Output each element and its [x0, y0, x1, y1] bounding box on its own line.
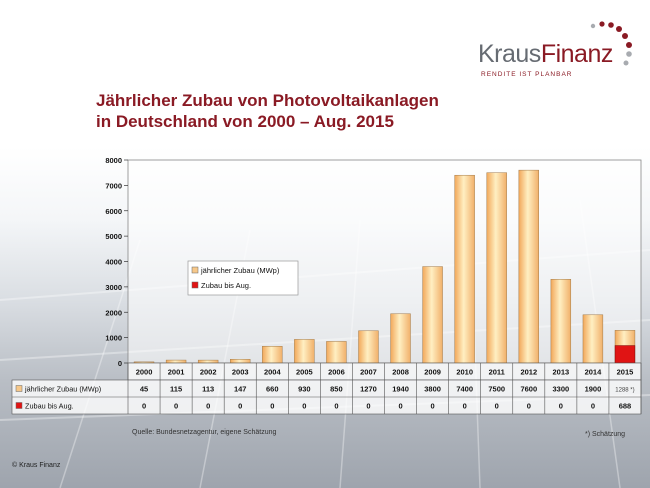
table-cell: 1900 — [585, 385, 602, 394]
bar-2011 — [486, 172, 507, 364]
table-swatch — [15, 385, 23, 392]
legend-label-main: jährlicher Zubau (MWp) — [200, 266, 280, 275]
table-cell: 0 — [398, 402, 402, 411]
bar-2007 — [358, 330, 379, 364]
table-cell: 0 — [302, 402, 306, 411]
table-cell: 1288 *) — [615, 388, 634, 394]
y-tick-label: 4000 — [105, 258, 122, 267]
table-cell: 0 — [591, 402, 595, 411]
x-tick-label: 2008 — [392, 368, 409, 377]
y-tick-label: 0 — [118, 359, 122, 368]
table-cell: 0 — [174, 402, 178, 411]
table-cell: 0 — [270, 402, 274, 411]
bar-2014 — [582, 314, 604, 364]
table-cell: 688 — [619, 402, 632, 411]
bar-2012 — [518, 169, 539, 364]
y-tick-label: 7000 — [105, 181, 122, 190]
x-tick-label: 2011 — [489, 368, 505, 377]
bar-2005 — [294, 339, 315, 364]
data-table: 2000 2001 2002 2003 2004 2005 2006 2007 2008 2009… — [11, 362, 642, 415]
legend-box — [187, 260, 299, 296]
legend-swatch-aug — [191, 281, 199, 289]
bar-2013 — [550, 279, 572, 364]
x-tick-label: 2003 — [232, 368, 249, 377]
legend-label-aug: Zubau bis Aug. — [201, 281, 251, 290]
footnote: *) Schätzung — [585, 431, 626, 438]
table-cell: 1270 — [360, 385, 377, 394]
chart-title-line1: Jährlicher Zubau von Photovoltaikanlagen — [96, 91, 439, 110]
table-cell: 0 — [206, 402, 210, 411]
table-cell: 0 — [431, 402, 435, 411]
table-cell: 0 — [495, 402, 499, 411]
chart-title: Jährlicher Zubau von Photovoltaikanlagen… — [96, 90, 439, 132]
bar-2001 — [165, 359, 187, 364]
x-tick-label: 2015 — [617, 368, 634, 377]
table-cell: 0 — [142, 402, 146, 411]
table-cell: 45 — [140, 385, 148, 394]
table-cell: 0 — [366, 402, 370, 411]
table-cell: 0 — [527, 402, 531, 411]
table-cell: 7500 — [488, 385, 505, 394]
y-tick-label: 2000 — [105, 308, 122, 317]
table-cell: 3800 — [424, 385, 441, 394]
y-axis: 0 1000 2000 3000 4000 5000 6000 7000 8000 — [105, 156, 128, 368]
table-cell: 1940 — [392, 385, 409, 394]
x-tick-label: 2001 — [168, 368, 185, 377]
y-tick-label: 3000 — [105, 283, 122, 292]
chart-title-line2: in Deutschland von 2000 – Aug. 2015 — [96, 112, 394, 131]
table-cell: 113 — [202, 385, 214, 394]
logo-tagline: RENDITE IST PLANBAR — [481, 71, 573, 78]
y-tick-label: 6000 — [105, 207, 122, 216]
logo-wordmark: KrausFinanz — [478, 40, 613, 68]
bars — [133, 169, 636, 364]
x-tick-label: 2005 — [296, 368, 313, 377]
bar-2004 — [262, 346, 283, 364]
table-cell: 660 — [266, 385, 279, 394]
x-tick-label: 2013 — [553, 368, 570, 377]
table-cell: 7600 — [520, 385, 537, 394]
bar-2006 — [326, 341, 347, 364]
table-cell: 7400 — [456, 385, 473, 394]
x-tick-label: 2010 — [456, 368, 473, 377]
table-row-label: jährlicher Zubau (MWp) — [24, 385, 101, 394]
bar-2003 — [230, 359, 251, 364]
x-tick-label: 2009 — [424, 368, 441, 377]
x-tick-label: 2007 — [360, 368, 377, 377]
table-row-label: Zubau bis Aug. — [25, 402, 74, 411]
copyright: © Kraus Finanz — [12, 462, 61, 469]
x-tick-label: 2014 — [585, 368, 603, 377]
legend: jährlicher Zubau (MWp) Zubau bis Aug. — [187, 260, 299, 296]
y-tick-label: 1000 — [105, 334, 122, 343]
x-tick-label: 2002 — [200, 368, 217, 377]
x-tick-label: 2004 — [264, 368, 282, 377]
y-tick-label: 5000 — [105, 232, 122, 241]
table-cell: 850 — [330, 385, 343, 394]
bar-2002 — [197, 359, 219, 364]
table-cell: 0 — [559, 402, 563, 411]
table-cell: 3300 — [553, 385, 570, 394]
legend-swatch-main — [191, 266, 199, 274]
bar-aug-2015 — [614, 345, 636, 364]
table-cell: 930 — [298, 385, 311, 394]
source-note: Quelle: Bundesnetzagentur, eigene Schätz… — [132, 429, 277, 436]
x-tick-label: 2012 — [520, 368, 537, 377]
bar-2008 — [390, 313, 411, 364]
table-cell: 115 — [170, 385, 182, 394]
table-cell: 147 — [234, 385, 247, 394]
table-cell: 0 — [238, 402, 242, 411]
table-cell: 0 — [334, 402, 338, 411]
bar-2010 — [454, 174, 475, 364]
y-tick-label: 8000 — [105, 156, 122, 165]
bar-2009 — [422, 266, 443, 364]
x-tick-label: 2006 — [328, 368, 345, 377]
logo-dots-icon — [590, 21, 632, 66]
table-cell: 0 — [463, 402, 467, 411]
x-tick-label: 2000 — [136, 368, 153, 377]
table-swatch — [15, 402, 23, 409]
